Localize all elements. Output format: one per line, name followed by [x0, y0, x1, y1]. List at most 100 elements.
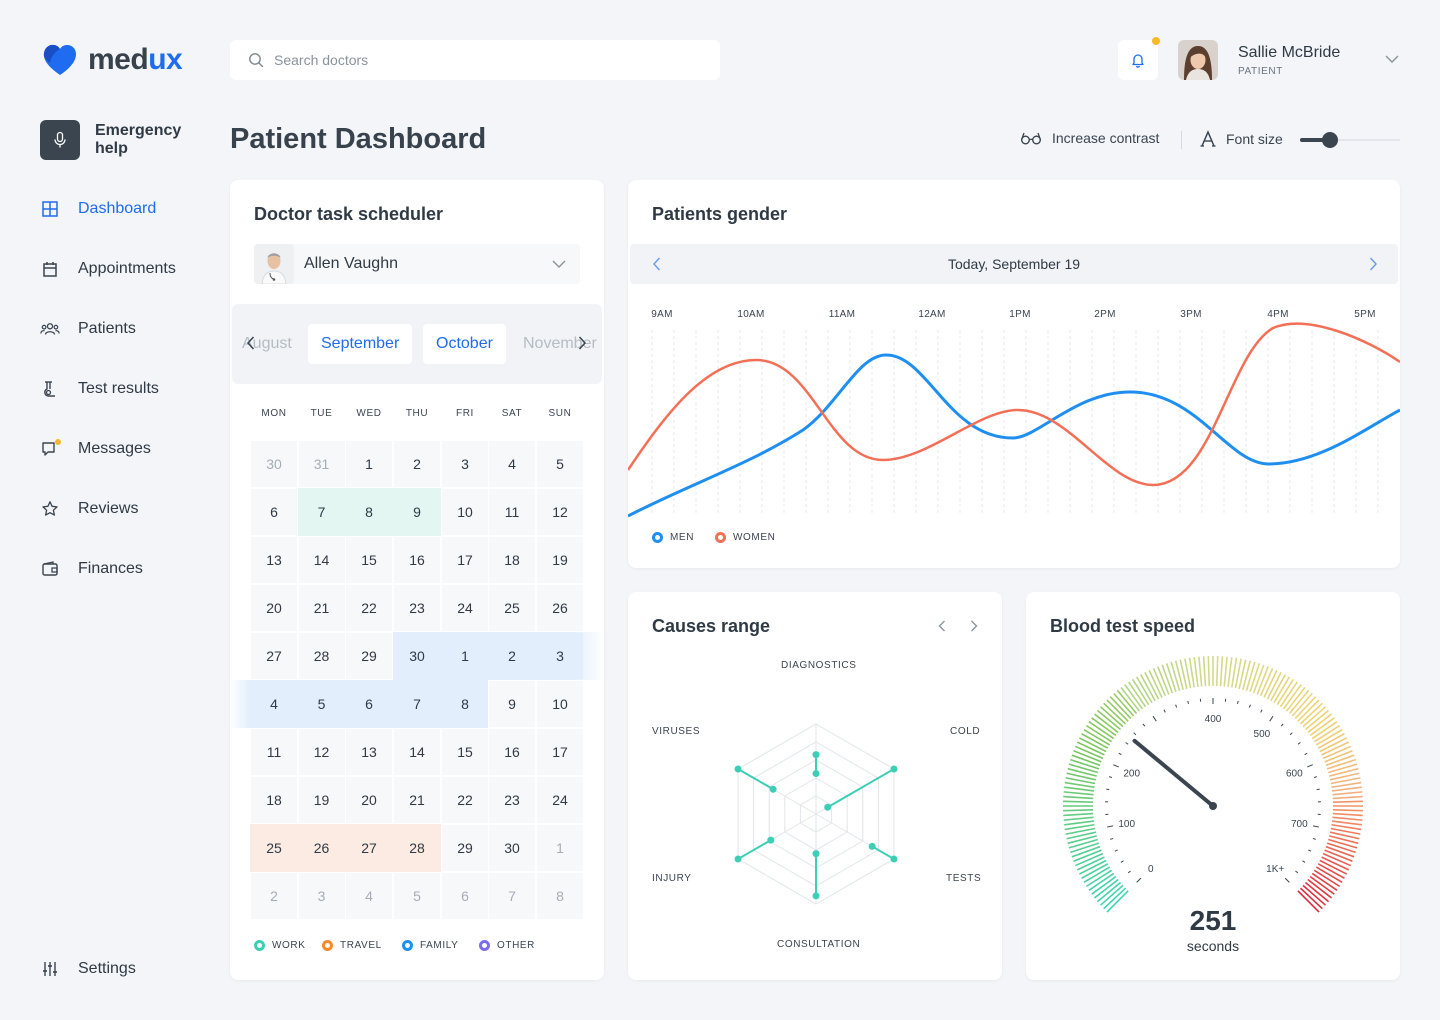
calendar-day[interactable]: 17 — [442, 537, 488, 583]
calendar-day[interactable]: 15 — [442, 729, 488, 775]
calendar-day[interactable]: 6 — [442, 873, 488, 919]
search-input[interactable] — [274, 52, 694, 68]
calendar-day[interactable]: 29 — [346, 633, 392, 679]
calendar-day[interactable]: 19 — [298, 777, 345, 823]
doctor-select[interactable]: Allen Vaughn — [254, 244, 580, 284]
calendar-day[interactable]: 5 — [537, 441, 583, 487]
calendar-day[interactable]: 13 — [346, 729, 392, 775]
user-avatar[interactable] — [1178, 40, 1218, 80]
calendar-day[interactable]: 31 — [298, 441, 345, 487]
calendar-day[interactable]: 2 — [251, 873, 297, 919]
calendar-day[interactable]: 12 — [298, 729, 345, 775]
calendar-day[interactable]: 18 — [251, 777, 297, 823]
calendar-day[interactable]: 25 — [489, 585, 535, 631]
calendar-day[interactable]: 8 — [346, 489, 392, 535]
sidebar-item-reviews[interactable]: Reviews — [40, 499, 138, 519]
calendar-day[interactable]: 1 — [346, 441, 392, 487]
calendar-day[interactable]: 11 — [489, 489, 535, 535]
month-september[interactable]: September — [308, 324, 413, 364]
calendar-day[interactable]: 19 — [537, 537, 583, 583]
month-august[interactable]: August — [242, 335, 292, 352]
calendar-day[interactable]: 27 — [251, 633, 297, 679]
calendar-day[interactable]: 1 — [442, 633, 488, 679]
search-bar[interactable] — [230, 40, 720, 80]
calendar-day[interactable]: 24 — [442, 585, 488, 631]
calendar-day[interactable]: 9 — [489, 681, 535, 727]
calendar-day[interactable]: 28 — [394, 825, 440, 871]
calendar-day[interactable]: 18 — [489, 537, 535, 583]
calendar-day[interactable]: 24 — [537, 777, 583, 823]
calendar-day[interactable]: 6 — [346, 681, 392, 727]
calendar-day[interactable]: 2 — [394, 441, 440, 487]
increase-contrast-button[interactable]: Increase contrast — [1020, 130, 1159, 146]
calendar-day[interactable]: 14 — [394, 729, 440, 775]
emergency-help-button[interactable]: Emergency help — [40, 120, 205, 160]
calendar-day[interactable]: 21 — [298, 585, 345, 631]
calendar-day[interactable]: 8 — [537, 873, 583, 919]
calendar-day[interactable]: 29 — [442, 825, 488, 871]
emergency-mic-button[interactable] — [40, 120, 80, 160]
calendar-day[interactable]: 12 — [537, 489, 583, 535]
chevron-right-icon[interactable] — [577, 335, 587, 351]
calendar-day[interactable]: 20 — [251, 585, 297, 631]
calendar-day[interactable]: 10 — [537, 681, 583, 727]
sidebar-item-test-results[interactable]: Test results — [40, 379, 159, 399]
calendar-day[interactable]: 4 — [251, 681, 297, 727]
calendar-day[interactable]: 14 — [298, 537, 345, 583]
calendar-day[interactable]: 8 — [442, 681, 488, 727]
sidebar-item-settings[interactable]: Settings — [40, 959, 136, 979]
calendar-day[interactable]: 5 — [298, 681, 345, 727]
notifications-button[interactable] — [1118, 37, 1160, 80]
calendar-day[interactable]: 20 — [346, 777, 392, 823]
calendar-day[interactable]: 7 — [394, 681, 440, 727]
calendar-day[interactable]: 16 — [489, 729, 535, 775]
calendar-day[interactable]: 13 — [251, 537, 297, 583]
chevron-down-icon[interactable] — [1385, 54, 1399, 64]
calendar-day[interactable]: 4 — [346, 873, 392, 919]
sidebar-item-dashboard[interactable]: Dashboard — [40, 199, 156, 219]
calendar-day[interactable]: 1 — [537, 825, 583, 871]
calendar-day[interactable]: 10 — [442, 489, 488, 535]
calendar-day[interactable]: 28 — [298, 633, 345, 679]
calendar-day[interactable]: 17 — [537, 729, 583, 775]
calendar-day[interactable]: 6 — [251, 489, 297, 535]
calendar-day[interactable]: 26 — [298, 825, 345, 871]
chevron-left-icon[interactable] — [937, 618, 947, 634]
calendar-day[interactable]: 7 — [489, 873, 535, 919]
calendar-day[interactable]: 30 — [251, 441, 297, 487]
slider-handle[interactable] — [1322, 132, 1338, 148]
calendar-day[interactable]: 4 — [489, 441, 535, 487]
sidebar-item-messages[interactable]: Messages — [40, 439, 151, 459]
calendar-day[interactable]: 21 — [394, 777, 440, 823]
calendar-day[interactable]: 2 — [489, 633, 535, 679]
sidebar-item-finances[interactable]: Finances — [40, 559, 143, 579]
calendar-day[interactable]: 7 — [298, 489, 345, 535]
sidebar-item-appointments[interactable]: Appointments — [40, 259, 176, 279]
month-october[interactable]: October — [423, 324, 506, 364]
chevron-left-icon[interactable] — [246, 335, 256, 351]
calendar-day[interactable]: 3 — [442, 441, 488, 487]
chevron-left-icon[interactable] — [652, 256, 662, 272]
calendar-day[interactable]: 26 — [537, 585, 583, 631]
calendar-day[interactable]: 11 — [251, 729, 297, 775]
calendar-day[interactable]: 22 — [346, 585, 392, 631]
calendar-day[interactable]: 23 — [489, 777, 535, 823]
sidebar-item-patients[interactable]: Patients — [40, 319, 136, 339]
calendar-day[interactable]: 9 — [394, 489, 440, 535]
calendar-day[interactable]: 22 — [442, 777, 488, 823]
calendar-day[interactable]: 5 — [394, 873, 440, 919]
calendar-day[interactable]: 3 — [298, 873, 345, 919]
calendar-day[interactable]: 15 — [346, 537, 392, 583]
chevron-right-icon[interactable] — [969, 618, 979, 634]
month-november[interactable]: November — [523, 335, 597, 352]
calendar-day[interactable]: 30 — [394, 633, 440, 679]
font-size-slider[interactable] — [1300, 130, 1400, 150]
calendar-day[interactable]: 30 — [489, 825, 535, 871]
calendar-day[interactable]: 23 — [394, 585, 440, 631]
logo[interactable]: medux — [42, 42, 183, 78]
calendar-day[interactable]: 3 — [537, 633, 583, 679]
calendar-day[interactable]: 25 — [251, 825, 297, 871]
chevron-right-icon[interactable] — [1368, 256, 1378, 272]
calendar-day[interactable]: 27 — [346, 825, 392, 871]
calendar-day[interactable]: 16 — [394, 537, 440, 583]
